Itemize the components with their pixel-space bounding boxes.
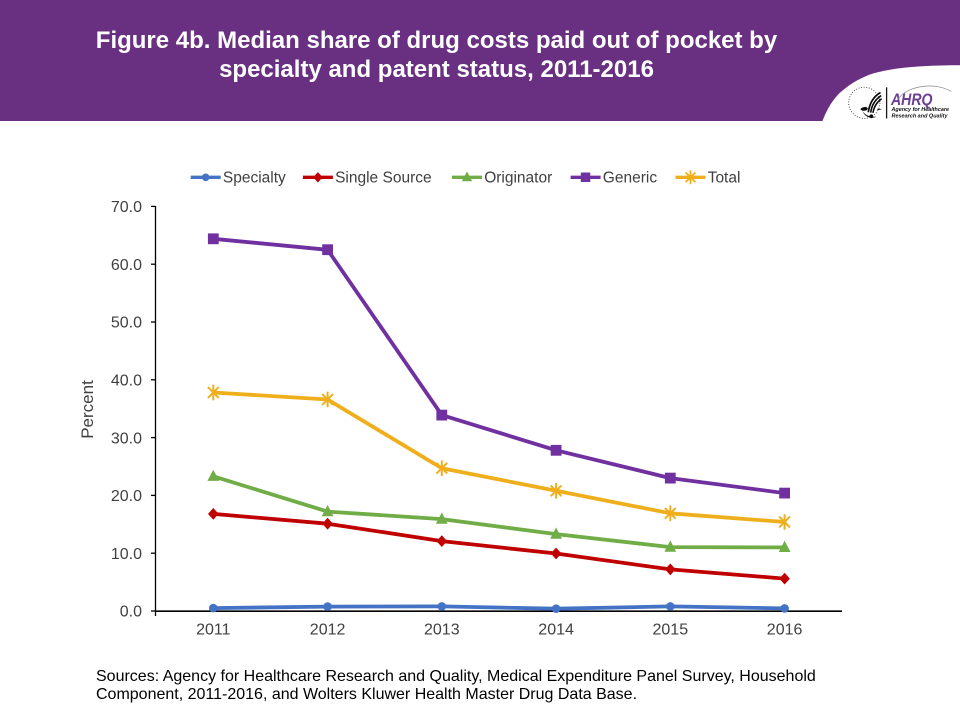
svg-text:specialty and patent status, 2: specialty and patent status, 2011-2016	[219, 56, 654, 83]
svg-text:20.0: 20.0	[111, 488, 142, 505]
svg-text:2011: 2011	[196, 622, 231, 639]
svg-text:2014: 2014	[538, 622, 574, 639]
svg-text:Agency for Healthcare: Agency for Healthcare	[891, 107, 949, 113]
svg-text:Generic: Generic	[603, 170, 658, 187]
svg-text:2016: 2016	[767, 622, 803, 639]
svg-text:0.0: 0.0	[120, 604, 142, 621]
svg-text:Figure 4b. Median share of dru: Figure 4b. Median share of drug costs pa…	[96, 27, 778, 54]
svg-text:Single Source: Single Source	[335, 170, 432, 187]
svg-text:70.0: 70.0	[111, 199, 142, 216]
svg-text:Percent: Percent	[78, 380, 97, 439]
svg-text:Specialty: Specialty	[223, 170, 286, 187]
svg-text:50.0: 50.0	[111, 315, 142, 332]
svg-text:Total: Total	[708, 170, 741, 187]
svg-text:60.0: 60.0	[111, 257, 142, 274]
svg-text:2015: 2015	[653, 622, 689, 639]
svg-text:40.0: 40.0	[111, 373, 142, 390]
svg-text:2012: 2012	[310, 622, 346, 639]
svg-text:2013: 2013	[424, 622, 460, 639]
svg-text:Research and Quality: Research and Quality	[892, 114, 949, 120]
svg-text:30.0: 30.0	[111, 430, 142, 447]
svg-text:Originator: Originator	[484, 170, 552, 187]
svg-text:10.0: 10.0	[111, 546, 142, 563]
